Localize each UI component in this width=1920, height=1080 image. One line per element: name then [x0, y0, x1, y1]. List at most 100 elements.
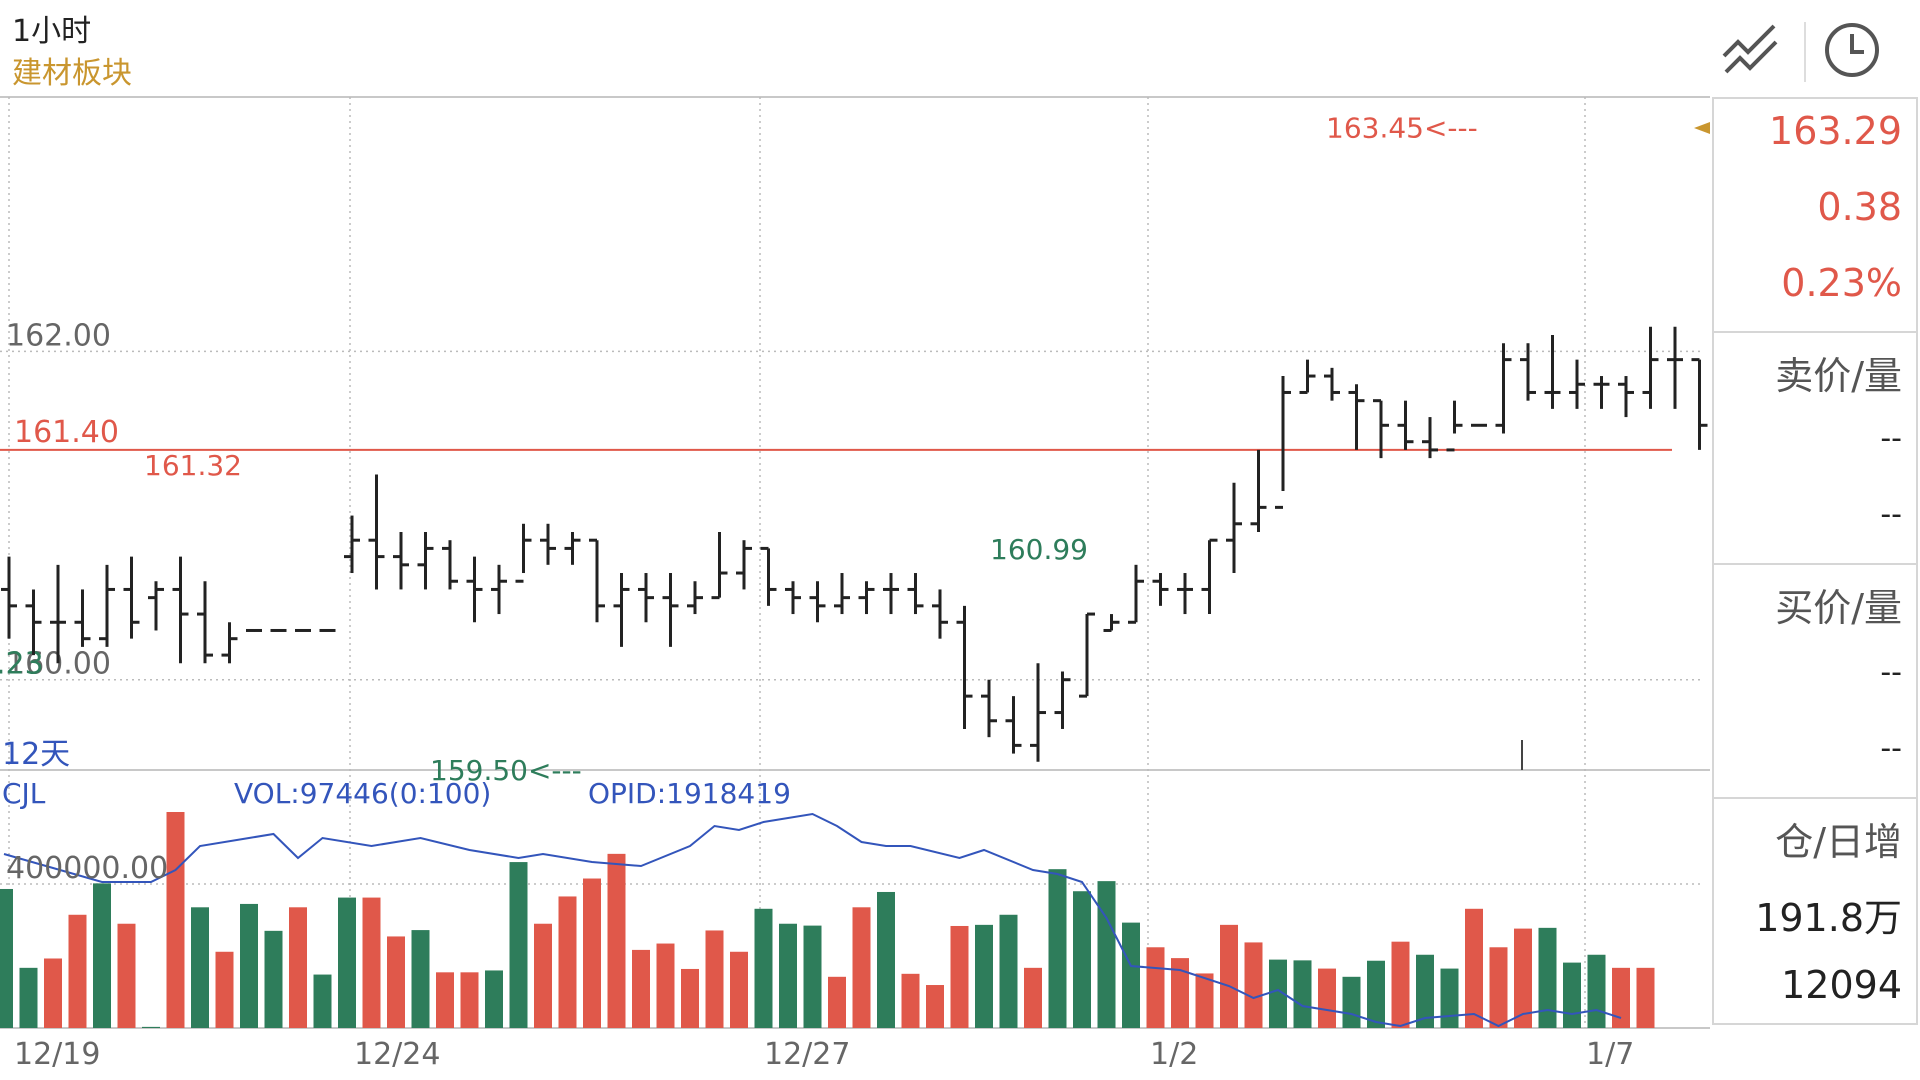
ohlc-bar — [613, 573, 630, 647]
ohlc-bar — [1593, 376, 1610, 409]
volume-bar — [485, 970, 503, 1028]
ohlc-bar — [564, 531, 581, 565]
volume-bar — [1563, 962, 1581, 1028]
ohlc-bar — [589, 538, 605, 623]
volume-bar — [1342, 976, 1361, 1028]
ohlc-bar — [1422, 417, 1438, 459]
ohlc-bar — [442, 540, 458, 590]
xtick-label: 1/2 — [1150, 1037, 1198, 1072]
volume-bar — [901, 973, 920, 1028]
ohlc-bar — [638, 573, 654, 623]
bid-label: 买价/量 — [1775, 586, 1902, 630]
volume-bar — [166, 812, 185, 1028]
local-high-annotation: 161.32 — [144, 449, 242, 482]
volume-bar — [1244, 942, 1263, 1028]
ohlc-bar — [393, 531, 409, 590]
volume-bar — [289, 907, 307, 1028]
ohlc-bar — [1446, 400, 1463, 452]
volume-bar — [730, 951, 748, 1028]
ohlc-bar — [1324, 367, 1340, 401]
ohlc-bar — [1103, 614, 1120, 632]
ohlc-bar — [515, 523, 532, 583]
ohlc-bar — [907, 573, 924, 615]
period-label[interactable]: 1小时 — [12, 14, 92, 49]
volume-bar — [681, 968, 699, 1028]
min-price-annotation: 159.50<--- — [430, 754, 582, 787]
volume-bar — [338, 897, 356, 1028]
xtick-label: 12/24 — [354, 1037, 440, 1072]
ohlc-bar — [1618, 376, 1634, 418]
volume-bar — [803, 925, 822, 1028]
price-change-pct: 0.23% — [1781, 261, 1902, 305]
volume-bar — [1318, 968, 1336, 1028]
open-interest-change: 12094 — [1781, 963, 1902, 1007]
ohlc-bar — [25, 589, 42, 656]
volume-bar — [999, 914, 1018, 1028]
panel-divider — [1714, 797, 1916, 799]
price-chart[interactable]: 162.00160.00.23161.40163.45<---159.50<--… — [0, 0, 1710, 1080]
ohlc-bar — [1005, 696, 1022, 754]
ohlc-bar — [1569, 359, 1585, 409]
ohlc-bar — [1250, 449, 1267, 532]
ohlc-bar — [1177, 573, 1193, 615]
ohlc-bar — [1544, 335, 1561, 409]
volume-bar — [191, 907, 209, 1028]
ohlc-bar — [1667, 326, 1683, 409]
panel-divider — [1714, 563, 1916, 565]
volume-bar — [436, 972, 454, 1028]
volume-bar — [313, 974, 332, 1028]
ohlc-bar — [834, 573, 850, 615]
ohlc-bar — [1054, 671, 1071, 729]
ohlc-bar — [1, 556, 17, 639]
ohlc-bar — [148, 581, 164, 631]
volume-bar — [1514, 928, 1532, 1028]
volume-bar — [877, 891, 895, 1028]
volume-bar — [656, 943, 675, 1028]
volume-bar — [1489, 947, 1508, 1028]
clock-icon[interactable] — [1818, 16, 1886, 84]
volume-bar — [93, 883, 111, 1028]
max-price-annotation: 163.45<--- — [1326, 111, 1478, 144]
ohlc-bar — [1079, 612, 1095, 698]
bid-price: -- — [1880, 655, 1902, 690]
ohlc-bar — [883, 573, 899, 615]
volume-bar — [362, 897, 381, 1028]
volume-ytick-label: 400000.00 — [6, 851, 168, 886]
open-interest-value-label: OPID:1918419 — [588, 777, 791, 810]
volume-bar — [754, 908, 773, 1028]
ohlc-bar — [1520, 343, 1536, 401]
volume-bar — [1293, 960, 1312, 1028]
draw-line-icon[interactable] — [1716, 16, 1784, 84]
volume-bar — [607, 853, 626, 1028]
ohlc-bar — [466, 556, 483, 623]
ohlc-bar — [1226, 482, 1242, 574]
volume-bar — [583, 878, 601, 1028]
volume-bar — [142, 1026, 160, 1028]
last-price-marker — [1694, 122, 1710, 134]
volume-bar — [779, 923, 797, 1028]
volume-bar — [264, 930, 283, 1028]
ask-label: 卖价/量 — [1775, 354, 1902, 398]
ohlc-bar — [785, 581, 801, 615]
volume-bar — [1416, 954, 1434, 1028]
ohlc-bar — [540, 523, 556, 565]
ohlc-bar — [1495, 343, 1512, 434]
volume-bar — [19, 967, 38, 1028]
volume-bar — [215, 951, 234, 1028]
ohlc-bar — [74, 589, 91, 647]
volume-bar — [1048, 869, 1067, 1028]
volume-bar — [44, 958, 62, 1028]
ohlc-bar — [1128, 564, 1144, 624]
ohlc-bar — [99, 564, 115, 647]
ohlc-bar — [197, 581, 213, 664]
toolbar-separator — [1804, 22, 1806, 82]
bid-volume: -- — [1880, 731, 1902, 766]
volume-bar — [1220, 924, 1238, 1028]
volume-bar — [240, 903, 258, 1028]
volume-bar — [1636, 967, 1655, 1028]
volume-bar — [68, 914, 87, 1028]
reference-line-label: 161.40 — [14, 415, 119, 450]
volume-average-line — [3, 812, 1622, 1028]
panel-divider — [1714, 331, 1916, 333]
info-label: 12天 — [2, 737, 70, 772]
